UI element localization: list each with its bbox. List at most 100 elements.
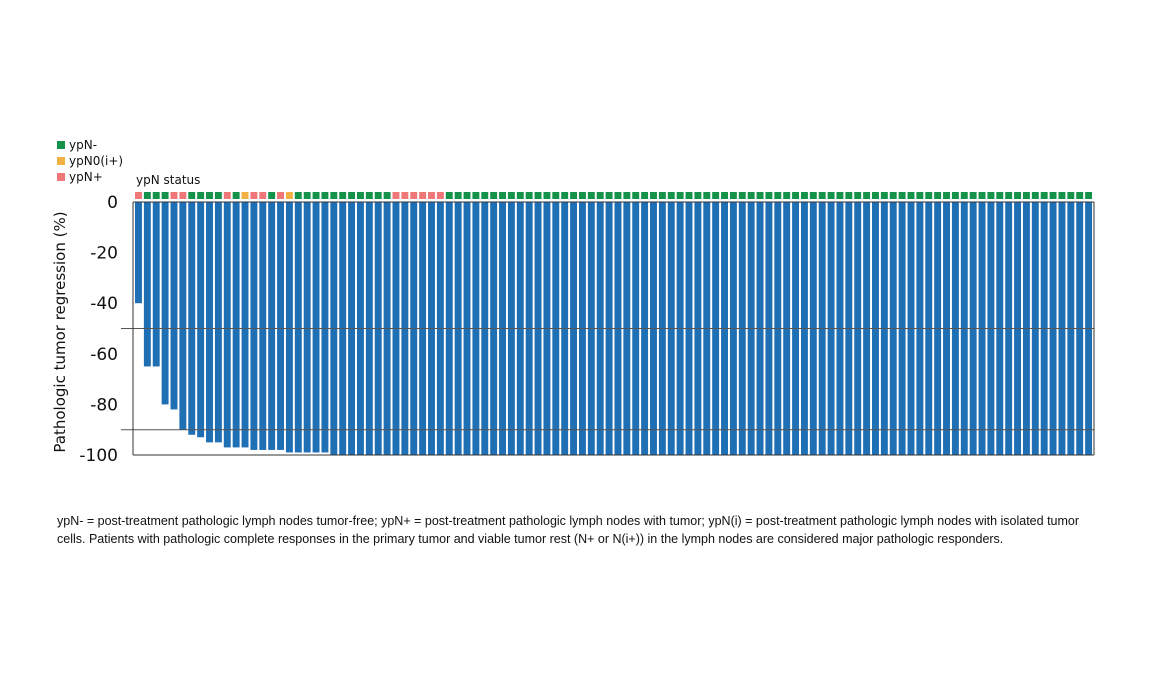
- status-marker-62: [676, 192, 684, 199]
- status-marker-98: [996, 192, 1004, 199]
- bar-18: [285, 202, 293, 453]
- y-tick-label-6: -100: [79, 446, 118, 466]
- status-marker-12: [232, 192, 240, 199]
- status-marker-31: [401, 192, 409, 199]
- status-marker-48: [552, 192, 560, 199]
- status-marker-64: [694, 192, 702, 199]
- status-marker-28: [374, 192, 382, 199]
- status-marker-104: [1049, 192, 1057, 199]
- status-marker-68: [729, 192, 737, 199]
- status-marker-71: [756, 192, 764, 199]
- status-marker-46: [534, 192, 542, 199]
- status-marker-69: [738, 192, 746, 199]
- status-marker-84: [872, 192, 879, 199]
- status-marker-72: [765, 192, 773, 199]
- status-marker-88: [907, 192, 915, 199]
- status-marker-47: [543, 192, 551, 199]
- legend-swatch-ypn0-i: [57, 157, 65, 165]
- status-marker-74: [783, 192, 791, 199]
- status-marker-1: [135, 192, 142, 199]
- bar-2: [143, 202, 151, 367]
- status-marker-107: [1076, 192, 1084, 199]
- status-marker-44: [516, 192, 524, 199]
- y-tick-label-2: -20: [90, 244, 118, 264]
- legend-swatch-ypn-negative: [57, 141, 65, 149]
- status-marker-85: [880, 192, 888, 199]
- status-marker-93: [951, 192, 959, 199]
- bar-6: [179, 202, 187, 430]
- status-marker-5: [170, 192, 178, 199]
- status-marker-95: [969, 192, 977, 199]
- status-marker-57: [632, 192, 640, 199]
- status-marker-25: [348, 192, 356, 199]
- status-marker-54: [605, 192, 613, 199]
- status-marker-14: [250, 192, 258, 199]
- y-tick-label-3: -40: [90, 294, 118, 314]
- status-marker-20: [303, 192, 311, 199]
- status-marker-8: [197, 192, 205, 199]
- status-marker-75: [792, 192, 800, 199]
- status-marker-11: [223, 192, 231, 199]
- status-marker-79: [827, 192, 835, 199]
- y-tick-label-1: 0: [107, 193, 118, 213]
- status-marker-81: [845, 192, 853, 199]
- status-marker-63: [685, 192, 693, 199]
- status-marker-34: [428, 192, 435, 199]
- status-marker-56: [623, 192, 631, 199]
- status-marker-15: [259, 192, 267, 199]
- bar-13: [241, 202, 249, 448]
- status-marker-78: [818, 192, 826, 199]
- bar-7: [188, 202, 196, 435]
- status-marker-16: [268, 192, 276, 199]
- status-marker-58: [641, 192, 649, 199]
- status-marker-83: [863, 192, 871, 199]
- status-marker-21: [312, 192, 320, 199]
- status-marker-86: [889, 192, 897, 199]
- status-marker-66: [712, 192, 720, 199]
- status-marker-91: [934, 192, 942, 199]
- status-marker-106: [1067, 192, 1075, 199]
- status-marker-2: [143, 192, 151, 199]
- status-marker-27: [365, 192, 373, 199]
- legend-label-ypn-negative: ypN-: [69, 138, 98, 152]
- status-marker-10: [214, 192, 222, 199]
- status-marker-29: [383, 192, 391, 199]
- status-marker-23: [330, 192, 338, 199]
- status-marker-45: [525, 192, 533, 199]
- status-marker-53: [596, 192, 604, 199]
- status-marker-55: [614, 192, 622, 199]
- status-marker-90: [925, 192, 933, 199]
- status-marker-80: [836, 192, 844, 199]
- status-marker-96: [978, 192, 986, 199]
- status-marker-24: [339, 192, 347, 199]
- bar-14: [250, 202, 258, 450]
- status-marker-17: [277, 192, 284, 199]
- status-marker-43: [507, 192, 515, 199]
- status-marker-22: [321, 192, 329, 199]
- status-marker-30: [392, 192, 400, 199]
- bar-9: [206, 202, 213, 443]
- status-marker-60: [658, 192, 666, 199]
- status-marker-103: [1040, 192, 1048, 199]
- status-marker-87: [898, 192, 906, 199]
- status-marker-9: [206, 192, 213, 199]
- status-marker-100: [1014, 192, 1022, 199]
- legend-label-ypn0-i: ypN0(i+): [69, 154, 124, 168]
- status-marker-77: [809, 192, 817, 199]
- ypn-status-label: ypN status: [136, 173, 201, 187]
- status-marker-50: [570, 192, 578, 199]
- status-marker-26: [356, 192, 364, 199]
- bar-1: [135, 202, 142, 304]
- bar-5: [170, 202, 178, 410]
- status-marker-92: [943, 192, 950, 199]
- status-marker-101: [1022, 192, 1030, 199]
- bar-4: [161, 202, 169, 405]
- status-marker-67: [721, 192, 728, 199]
- status-marker-61: [667, 192, 675, 199]
- status-marker-49: [561, 192, 569, 199]
- status-marker-33: [419, 192, 427, 199]
- status-marker-39: [472, 192, 480, 199]
- bar-16: [268, 202, 276, 450]
- status-marker-36: [445, 192, 453, 199]
